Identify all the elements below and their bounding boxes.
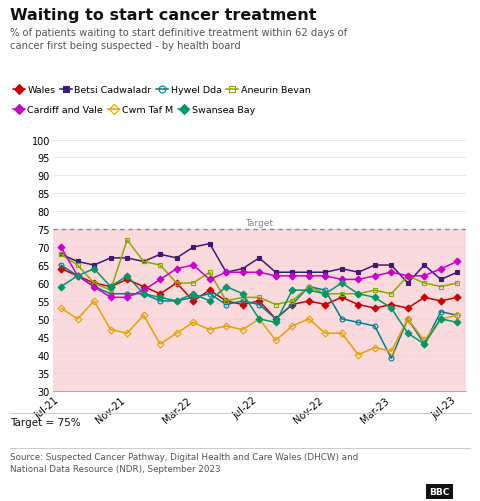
Text: Target: Target xyxy=(245,218,273,227)
Text: Source: Suspected Cancer Pathway, Digital Health and Care Wales (DHCW) and
Natio: Source: Suspected Cancer Pathway, Digita… xyxy=(10,452,358,472)
Text: BBC: BBC xyxy=(429,487,449,496)
Text: Waiting to start cancer treatment: Waiting to start cancer treatment xyxy=(10,8,316,23)
Text: % of patients waiting to start definitive treatment within 62 days of
cancer fir: % of patients waiting to start definitiv… xyxy=(10,28,347,51)
Bar xyxy=(53,230,466,391)
Text: Target = 75%: Target = 75% xyxy=(10,417,80,427)
Legend: Cardiff and Vale, Cwm Taf M, Swansea Bay: Cardiff and Vale, Cwm Taf M, Swansea Bay xyxy=(10,102,259,119)
Legend: Wales, Betsi Cadwaladr, Hywel Dda, Aneurin Bevan: Wales, Betsi Cadwaladr, Hywel Dda, Aneur… xyxy=(10,82,314,99)
